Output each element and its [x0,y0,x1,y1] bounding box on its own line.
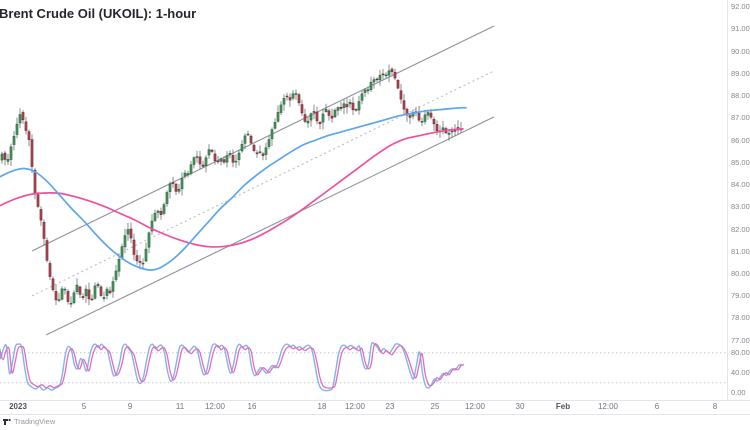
price-tick-label: 88.00 [731,91,750,101]
stochastic-tick-label: 80.00 [731,348,750,358]
time-tick-label: 18 [317,402,327,411]
candle-bodies [0,68,463,305]
slow-ma-pink-line [0,128,464,248]
time-tick-label: 23 [385,402,395,411]
time-tick-label: 9 [127,402,133,411]
price-tick-label: 91.00 [731,24,750,34]
tradingview-attribution[interactable]: TradingView [3,417,55,426]
chart-title: Brent Crude Oil (UKOIL): 1-hour [0,6,197,21]
channel-upper-line [31,25,495,252]
channel-lower-line [45,116,495,336]
price-tick-label: 81.00 [731,246,750,256]
time-tick-label: 25 [430,402,440,411]
time-tick-label: 12:00 [464,402,486,411]
price-tick-label: 92.00 [731,2,750,12]
stochastic-d-line [0,343,465,389]
price-tick-label: 79.00 [731,291,750,301]
price-tick-label: 80.00 [731,268,750,278]
time-tick-label: Feb [555,402,571,411]
price-tick-label: 82.00 [731,224,750,234]
stochastic-tick-label: 0.00 [731,388,746,398]
stochastic-k-line [0,341,462,392]
time-tick-label: 2023 [9,402,27,411]
candle-wicks [1,64,462,308]
time-tick-label: 16 [247,402,257,411]
time-tick-label: 11 [175,402,185,411]
fast-ma-blue-line [0,106,467,271]
time-tick-label: 12:00 [204,402,226,411]
time-tick-label: 6 [654,402,660,411]
price-tick-label: 89.00 [731,68,750,78]
time-tick-label: 8 [712,402,718,411]
time-tick-label: 12:00 [597,402,619,411]
channel-middle-dotted-line [31,70,495,297]
price-tick-label: 78.00 [731,313,750,323]
tradingview-logo-icon [3,418,11,425]
price-tick-label: 83.00 [731,202,750,212]
price-tick-label: 77.00 [731,335,750,345]
stochastic-tick-label: 40.00 [731,368,750,378]
price-tick-label: 86.00 [731,135,750,145]
time-tick-label: 5 [81,402,87,411]
time-tick-label: 12:00 [344,402,366,411]
price-tick-label: 85.00 [731,157,750,167]
tradingview-label: TradingView [14,417,56,426]
price-tick-label: 87.00 [731,113,750,123]
price-tick-label: 84.00 [731,180,750,189]
price-tick-label: 90.00 [731,46,750,56]
time-tick-label: 30 [515,402,525,411]
